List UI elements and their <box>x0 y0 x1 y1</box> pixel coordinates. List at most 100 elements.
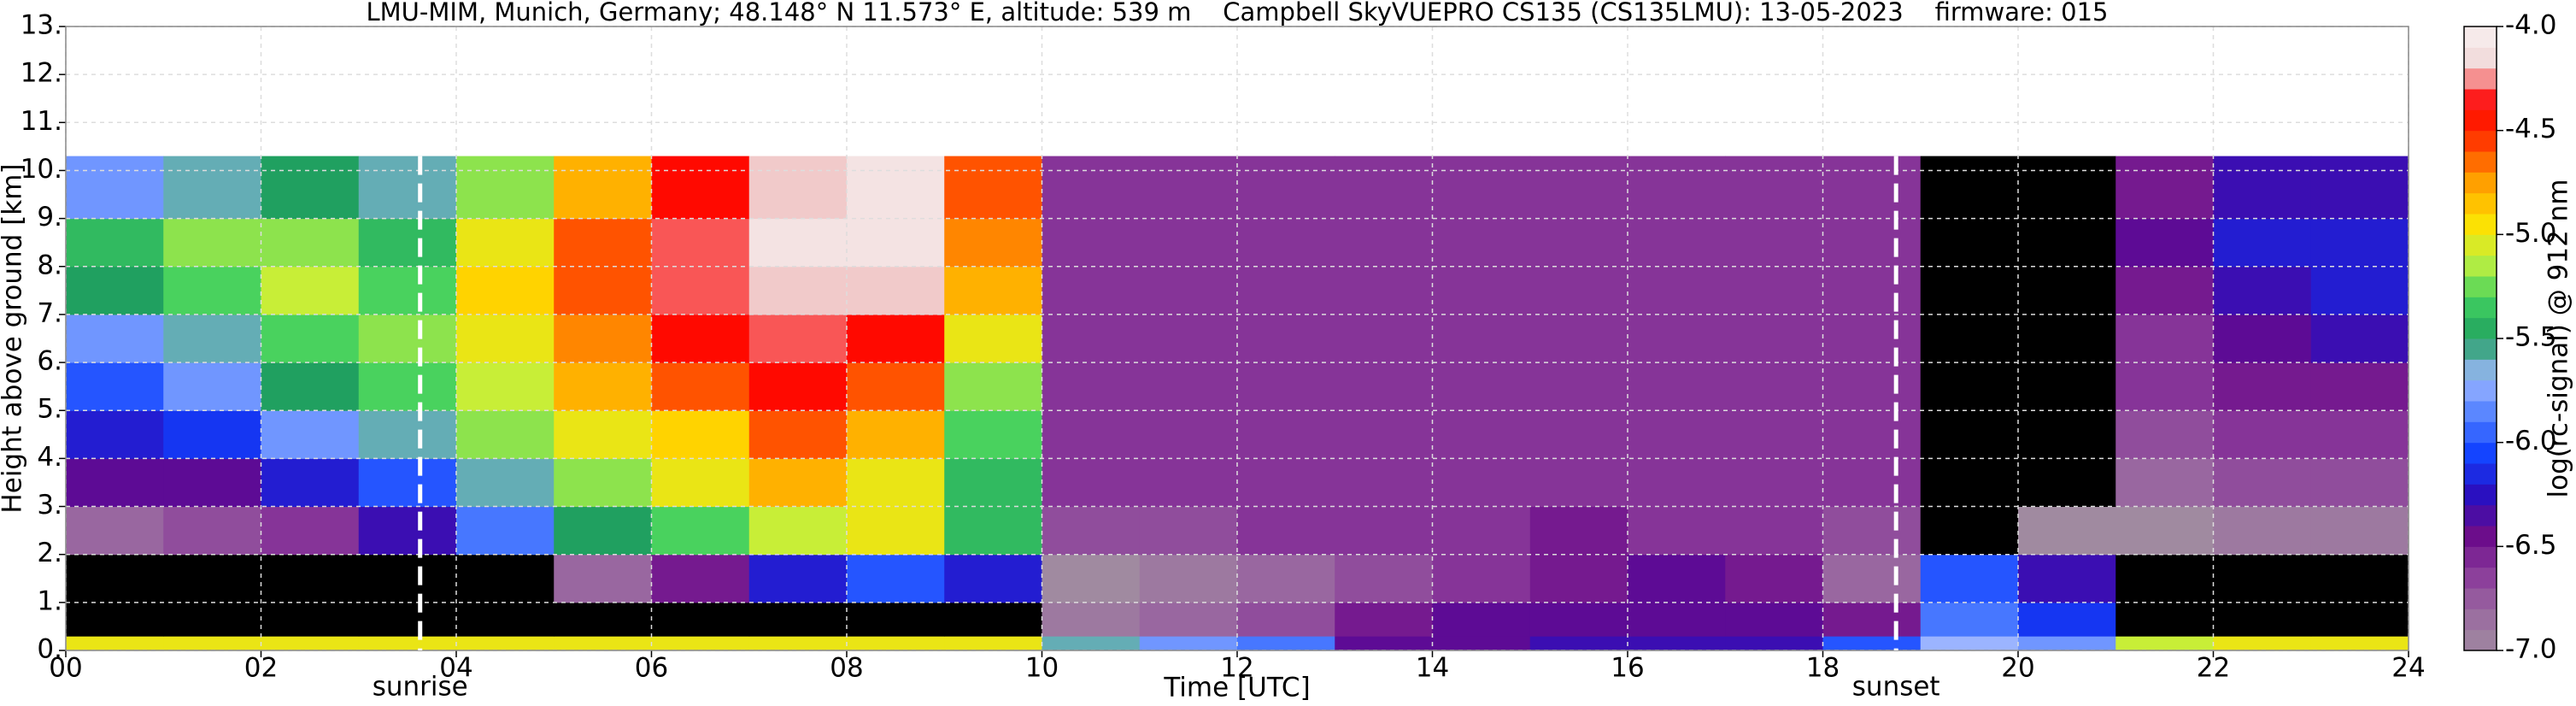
x-tick-label: 00 <box>49 653 82 684</box>
heatmap-cell <box>261 636 360 651</box>
heatmap-cell <box>1432 636 1531 651</box>
heatmap-cell <box>1139 314 1238 363</box>
heatmap-cell <box>847 506 945 556</box>
heatmap-cell <box>358 636 457 651</box>
heatmap-cell <box>1335 156 1433 220</box>
y-tick-label: 7. <box>37 297 62 328</box>
heatmap-cell <box>2310 554 2409 603</box>
heatmap-cell <box>1139 554 1238 603</box>
heatmap-cell <box>2310 218 2409 268</box>
heatmap-cell <box>1628 314 1726 363</box>
heatmap-cell <box>1725 602 1823 637</box>
heatmap-cell <box>554 458 652 508</box>
colorbar-segment <box>2464 421 2497 444</box>
heatmap-cell <box>261 506 360 556</box>
y-tick-label: 11. <box>21 106 62 137</box>
heatmap-cell <box>2310 506 2409 556</box>
heatmap-cell <box>261 458 360 508</box>
heatmap-cell <box>1529 314 1628 363</box>
heatmap-cell <box>1725 506 1823 556</box>
heatmap-cell <box>1237 156 1335 220</box>
heatmap-cell <box>847 218 945 268</box>
heatmap-cell <box>847 362 945 411</box>
heatmap-cell <box>651 314 750 363</box>
heatmap-cell <box>2213 636 2312 651</box>
heatmap-cell <box>748 458 848 508</box>
heatmap-cell <box>163 362 261 411</box>
heatmap-cell <box>554 156 652 220</box>
colorbar-tick-label: -4.5 <box>2505 114 2557 144</box>
heatmap-cell <box>66 554 164 603</box>
heatmap-cell <box>2213 362 2312 411</box>
heatmap-cell <box>1822 314 1922 363</box>
heatmap-cell <box>944 218 1042 268</box>
heatmap-cell <box>1335 266 1433 315</box>
colorbar-segment <box>2464 26 2497 48</box>
heatmap-cell <box>554 636 652 651</box>
heatmap-cell <box>1139 602 1238 637</box>
heatmap-cell <box>2310 636 2409 651</box>
heatmap-cell <box>2115 636 2214 651</box>
heatmap-cell <box>1432 602 1531 637</box>
heatmap-cell <box>261 218 360 268</box>
heatmap-cell <box>1822 156 1922 220</box>
heatmap-cell <box>944 602 1042 637</box>
chart-title: LMU-MIM, Munich, Germany; 48.148° N 11.5… <box>367 0 2109 26</box>
heatmap-cell <box>358 314 457 363</box>
heatmap-cell <box>651 362 750 411</box>
colorbar-segment <box>2464 151 2497 173</box>
heatmap-cell <box>2213 554 2312 603</box>
colorbar-segment <box>2464 463 2497 485</box>
heatmap-cell <box>456 554 555 603</box>
heatmap-cell <box>847 458 945 508</box>
heatmap-cell <box>651 636 750 651</box>
y-tick-label: 2. <box>37 538 62 568</box>
heatmap-cell <box>2018 636 2116 651</box>
heatmap-cell <box>748 266 848 315</box>
colorbar-segment <box>2464 588 2497 609</box>
heatmap-cell <box>1139 362 1238 411</box>
colorbar-segment <box>2464 359 2497 381</box>
x-tick-label: 12 <box>1220 653 1253 684</box>
heatmap-cell <box>1920 266 2019 315</box>
heatmap-cell <box>2310 410 2409 459</box>
y-tick-label: 6. <box>37 346 62 377</box>
heatmap-cell <box>261 362 360 411</box>
heatmap-cell <box>1432 506 1531 556</box>
heatmap-cell <box>847 156 945 220</box>
heatmap-cell <box>1628 636 1726 651</box>
heatmap-cell <box>66 156 164 220</box>
heatmap-cell <box>66 506 164 556</box>
heatmap-cell <box>1920 410 2019 459</box>
y-tick-label: 4. <box>37 442 62 473</box>
heatmap-cell <box>1042 362 1141 411</box>
heatmap-cell <box>1139 266 1238 315</box>
heatmap-cell <box>1529 218 1628 268</box>
heatmap-cell <box>1628 602 1726 637</box>
heatmap-cell <box>66 314 164 363</box>
colorbar-segment <box>2464 130 2497 152</box>
heatmap-cell <box>2115 458 2214 508</box>
heatmap-cell <box>2213 458 2312 508</box>
colorbar-segment <box>2464 338 2497 360</box>
x-tick-label: 18 <box>1806 653 1840 684</box>
colorbar-segment <box>2464 629 2497 651</box>
heatmap-cell <box>163 266 261 315</box>
heatmap-cell <box>944 554 1042 603</box>
heatmap-cell <box>1335 602 1433 637</box>
heatmap-cell <box>1920 458 2019 508</box>
heatmap-cell <box>2115 156 2214 220</box>
heatmap-cell <box>651 266 750 315</box>
heatmap-cell <box>944 362 1042 411</box>
heatmap-cell <box>163 554 261 603</box>
heatmap-cell <box>456 506 555 556</box>
heatmap-cell <box>1725 218 1823 268</box>
heatmap-cell <box>163 218 261 268</box>
heatmap-cell <box>2115 362 2214 411</box>
heatmap-cell <box>1042 410 1141 459</box>
y-tick-label: 13. <box>21 10 62 41</box>
heatmap-cell <box>1725 362 1823 411</box>
x-tick-label: 06 <box>635 653 668 684</box>
heatmap-cell <box>2018 362 2116 411</box>
heatmap-cell <box>847 266 945 315</box>
